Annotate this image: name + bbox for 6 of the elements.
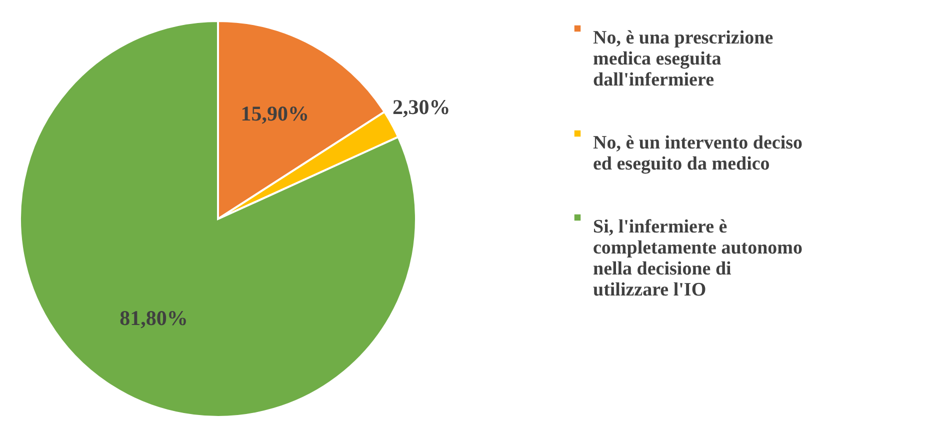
legend-label: No, è un intervento deciso ed eseguito da medico	[593, 132, 803, 174]
legend-label: Si, l'infermiere è completamente autonomo nella decisione di utilizzare l'IO	[593, 216, 802, 300]
data-label: 2,30%	[392, 95, 450, 120]
data-label: 81,80%	[120, 306, 188, 330]
legend-label: No, è una prescrizione medica eseguita dall'infermiere	[593, 28, 774, 90]
data-label: 15,90%	[240, 102, 310, 126]
